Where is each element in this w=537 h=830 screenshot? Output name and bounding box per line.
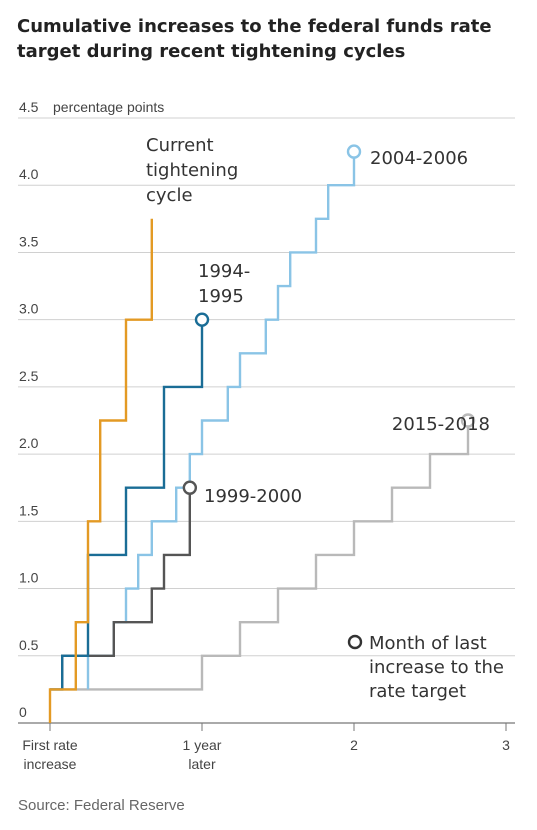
series-label-2004-2006: 2004-2006 xyxy=(370,148,468,169)
x-tick-label: 2 xyxy=(350,737,358,753)
x-tick-label: First rate xyxy=(22,737,77,753)
end-marker-1999-2000 xyxy=(182,480,198,495)
y-tick-label: 2.5 xyxy=(19,368,39,384)
y-unit-label: percentage points xyxy=(53,99,164,115)
y-tick-label: 0.5 xyxy=(19,637,39,653)
series-line-1999-2000 xyxy=(61,487,191,690)
y-tick-label: 1.0 xyxy=(19,570,39,586)
chart-title: Cumulative increases to the federal fund… xyxy=(17,16,492,62)
series-label-2015-2018: 2015-2018 xyxy=(392,414,490,435)
y-tick-label: 4.5 xyxy=(19,99,39,115)
x-tick-label: 3 xyxy=(502,737,510,753)
x-tick-label: increase xyxy=(24,756,77,772)
legend-marker-icon xyxy=(347,634,363,650)
y-tick-label: 1.5 xyxy=(19,502,39,518)
x-tick-label: later xyxy=(188,756,216,772)
series-label-current-tightening-cycle: tightening xyxy=(146,160,238,181)
y-tick-label: 3.5 xyxy=(19,233,39,249)
series-label-1999-2000: 1999-2000 xyxy=(204,486,302,507)
legend-text: Month of last xyxy=(369,633,487,654)
series-line-2004-2006 xyxy=(86,151,356,690)
series-label-current-tightening-cycle: cycle xyxy=(146,185,193,206)
legend-text: increase to the xyxy=(369,657,504,678)
series-line-2015-2018 xyxy=(50,420,470,691)
y-tick-label: 2.0 xyxy=(19,435,39,451)
series-label-current-tightening-cycle: Current xyxy=(146,135,214,156)
series-label-1994-1995: 1994- xyxy=(198,261,250,282)
end-marker-1994-1995 xyxy=(194,312,210,327)
y-tick-label: 0 xyxy=(19,704,27,720)
y-tick-label: 3.0 xyxy=(19,301,39,317)
series-line-1994-1995 xyxy=(50,319,204,691)
end-marker-2004-2006 xyxy=(346,144,362,159)
series-label-1994-1995: 1995 xyxy=(198,286,244,307)
end-marker-2015-2018 xyxy=(460,413,476,428)
y-tick-label: 4.0 xyxy=(19,166,39,182)
legend-text: rate target xyxy=(369,681,466,702)
source-note: Source: Federal Reserve xyxy=(18,797,185,814)
x-tick-label: 1 year xyxy=(183,737,222,753)
series-line-current-tightening-cycle xyxy=(48,218,153,723)
